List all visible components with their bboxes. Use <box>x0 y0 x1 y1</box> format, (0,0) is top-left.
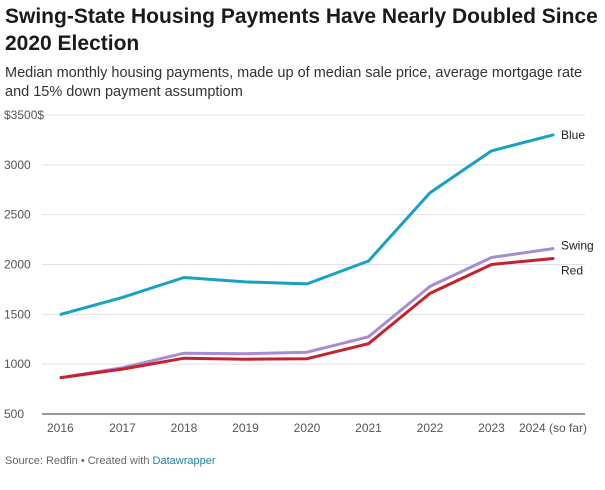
series-line-red <box>59 257 555 380</box>
source-note: Source: Redfin <box>5 455 78 467</box>
x-axis: 2016 2017 2018 2019 2020 2021 2022 2023 2024 (so… <box>47 421 587 435</box>
x-tick-label: 2022 <box>417 421 444 435</box>
x-tick-label: 2016 <box>47 421 74 435</box>
series-label-red: Red <box>561 264 583 278</box>
series-lines <box>59 133 555 380</box>
y-tick-label: 3000 <box>4 158 31 172</box>
x-tick-label: 2023 <box>478 421 505 435</box>
series-label-swing: Swing <box>561 239 594 253</box>
x-tick-label: 2017 <box>109 421 136 435</box>
x-tick-label: 2020 <box>294 421 321 435</box>
y-tick-label: 2500 <box>4 208 31 222</box>
chart-title: Swing-State Housing Payments Have Nearly… <box>5 5 598 55</box>
y-tick-label: 500 <box>4 407 24 421</box>
y-tick-label: $3500$ <box>4 108 44 122</box>
series-labels: Blue Swing Red <box>561 128 594 278</box>
series-line-swing <box>59 247 555 380</box>
x-tick-label: 2021 <box>355 421 382 435</box>
datawrapper-link[interactable]: Datawrapper <box>152 455 216 467</box>
y-axis: $3500$ 3000 2500 2000 1500 1000 500 <box>4 108 44 421</box>
x-tick-label: 2024 (so far) <box>519 421 587 435</box>
y-tick-label: 2000 <box>4 258 31 272</box>
series-line-blue <box>59 133 555 316</box>
footer-separator: • Created with <box>77 455 153 467</box>
y-tick-label: 1500 <box>4 307 31 321</box>
series-label-blue: Blue <box>561 128 585 142</box>
x-tick-label: 2019 <box>232 421 259 435</box>
y-tick-label: 1000 <box>4 357 31 371</box>
chart-subtitle: Median monthly housing payments, made up… <box>5 65 583 100</box>
x-tick-label: 2018 <box>171 421 198 435</box>
chart-footer: Source: Redfin • Created with Datawrappe… <box>5 455 216 467</box>
